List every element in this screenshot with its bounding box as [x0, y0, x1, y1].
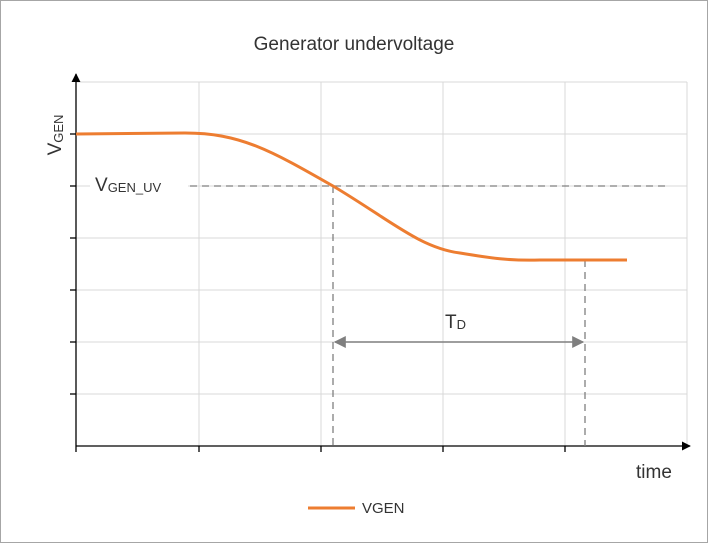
legend-label: VGEN — [362, 500, 405, 517]
delay-label: TD — [445, 312, 466, 333]
axes — [70, 73, 691, 452]
x-axis-label: time — [636, 462, 672, 483]
title: Generator undervoltage — [254, 34, 455, 55]
label-bg — [90, 174, 188, 198]
vgen-curve — [75, 131, 627, 262]
y-axis-label: VGEN — [45, 115, 66, 156]
threshold-label: VGEN_UV — [95, 175, 161, 196]
